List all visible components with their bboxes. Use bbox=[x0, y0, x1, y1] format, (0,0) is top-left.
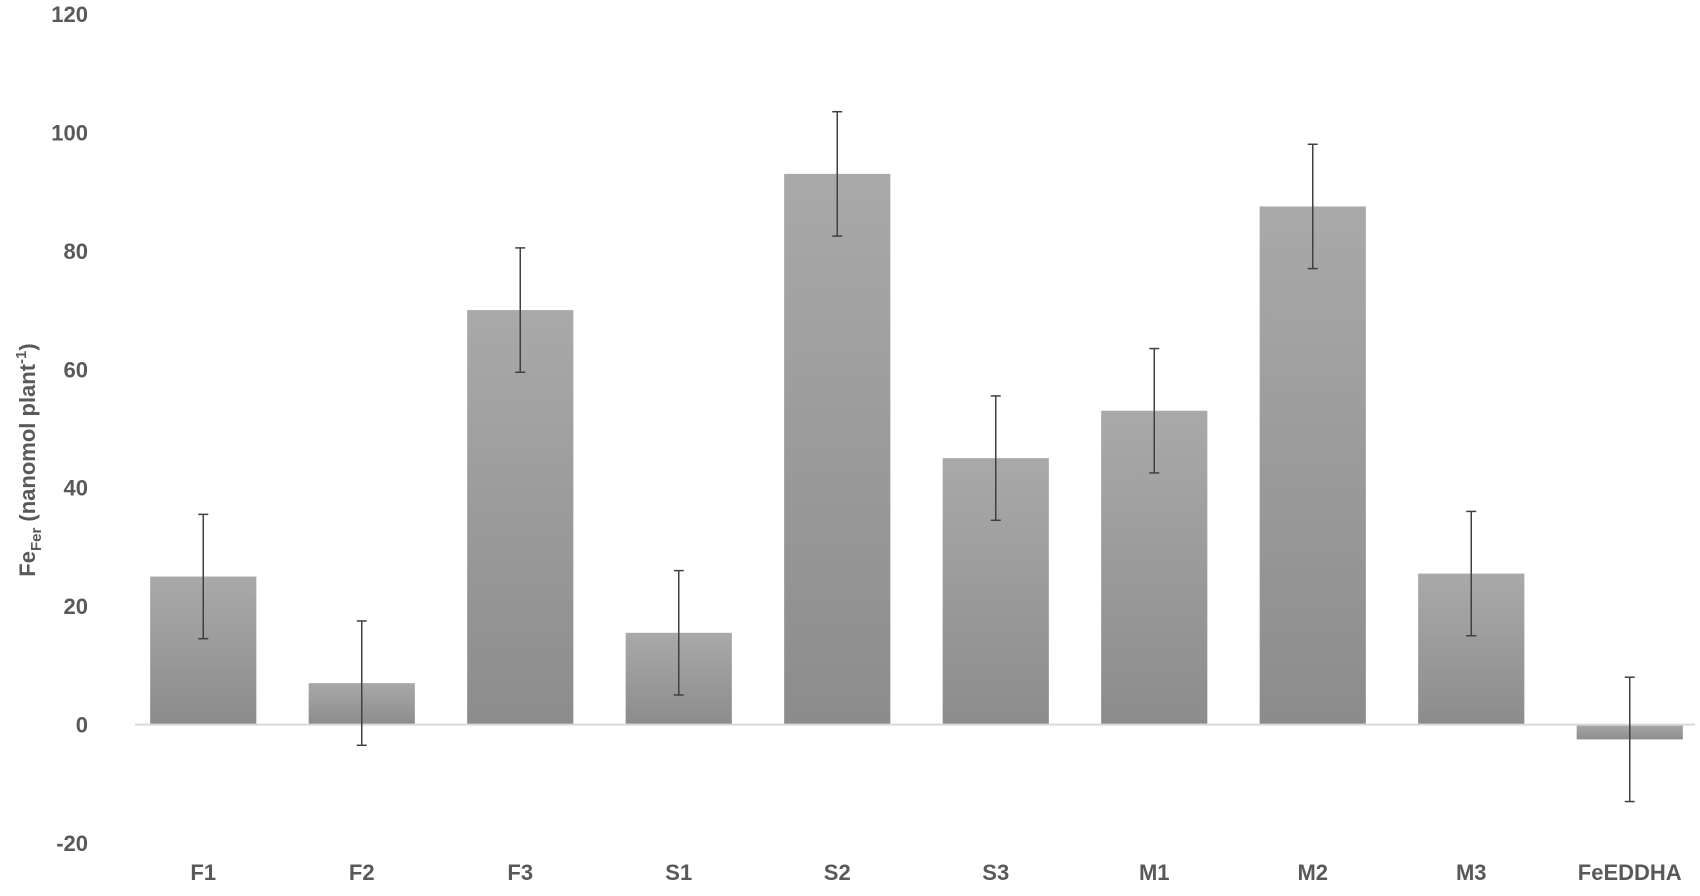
error-bar-f2 bbox=[356, 620, 367, 747]
y-tick-label: 120 bbox=[51, 2, 88, 27]
x-tick-label: M3 bbox=[1456, 860, 1487, 885]
error-bars bbox=[198, 110, 1635, 803]
x-tick-label: F1 bbox=[190, 860, 216, 885]
y-tick-label: 0 bbox=[76, 713, 88, 738]
x-tick-label: M2 bbox=[1297, 860, 1328, 885]
x-tick-label: S1 bbox=[665, 860, 692, 885]
y-axis-ticks: -20 0 20 40 60 80 100 120 bbox=[51, 2, 88, 856]
error-bar-feeddha bbox=[1624, 676, 1635, 803]
y-axis-label-close: ) bbox=[15, 343, 40, 350]
error-bar-m1 bbox=[1149, 347, 1160, 474]
y-tick-label: 100 bbox=[51, 120, 88, 145]
error-bar-s1 bbox=[673, 569, 684, 696]
x-tick-label: S3 bbox=[982, 860, 1009, 885]
bar-m2 bbox=[1259, 206, 1366, 725]
error-bar-f1 bbox=[198, 513, 209, 640]
error-bar-f3 bbox=[515, 247, 526, 373]
y-axis-label-subscript: Fer bbox=[28, 528, 45, 552]
y-axis-label-main: Fe bbox=[15, 551, 40, 577]
y-tick-label: 20 bbox=[64, 594, 88, 619]
y-tick-label: 40 bbox=[64, 476, 88, 501]
bar-s2 bbox=[784, 173, 891, 725]
y-tick-label: 80 bbox=[64, 239, 88, 264]
bars bbox=[150, 173, 1683, 740]
error-bar-m2 bbox=[1307, 143, 1318, 270]
bar-f3 bbox=[467, 310, 574, 725]
y-tick-label: 60 bbox=[64, 357, 88, 382]
error-bar-s3 bbox=[990, 395, 1001, 522]
y-axis-label-rest: (nanomol plant bbox=[15, 363, 40, 527]
y-axis-label: FeFer (nanomol plant-1) bbox=[13, 343, 45, 576]
y-tick-label: -20 bbox=[56, 831, 88, 856]
x-tick-label: FeEDDHA bbox=[1578, 860, 1682, 885]
x-tick-label: M1 bbox=[1139, 860, 1170, 885]
error-bar-m3 bbox=[1466, 510, 1477, 637]
x-tick-label: S2 bbox=[824, 860, 851, 885]
x-axis-ticks: F1 F2 F3 S1 S2 S3 M1 M2 M3 FeEDDHA bbox=[190, 860, 1681, 885]
x-tick-label: F3 bbox=[507, 860, 533, 885]
y-axis-label-superscript: -1 bbox=[13, 351, 30, 364]
x-tick-label: F2 bbox=[349, 860, 375, 885]
error-bar-s2 bbox=[832, 110, 843, 237]
